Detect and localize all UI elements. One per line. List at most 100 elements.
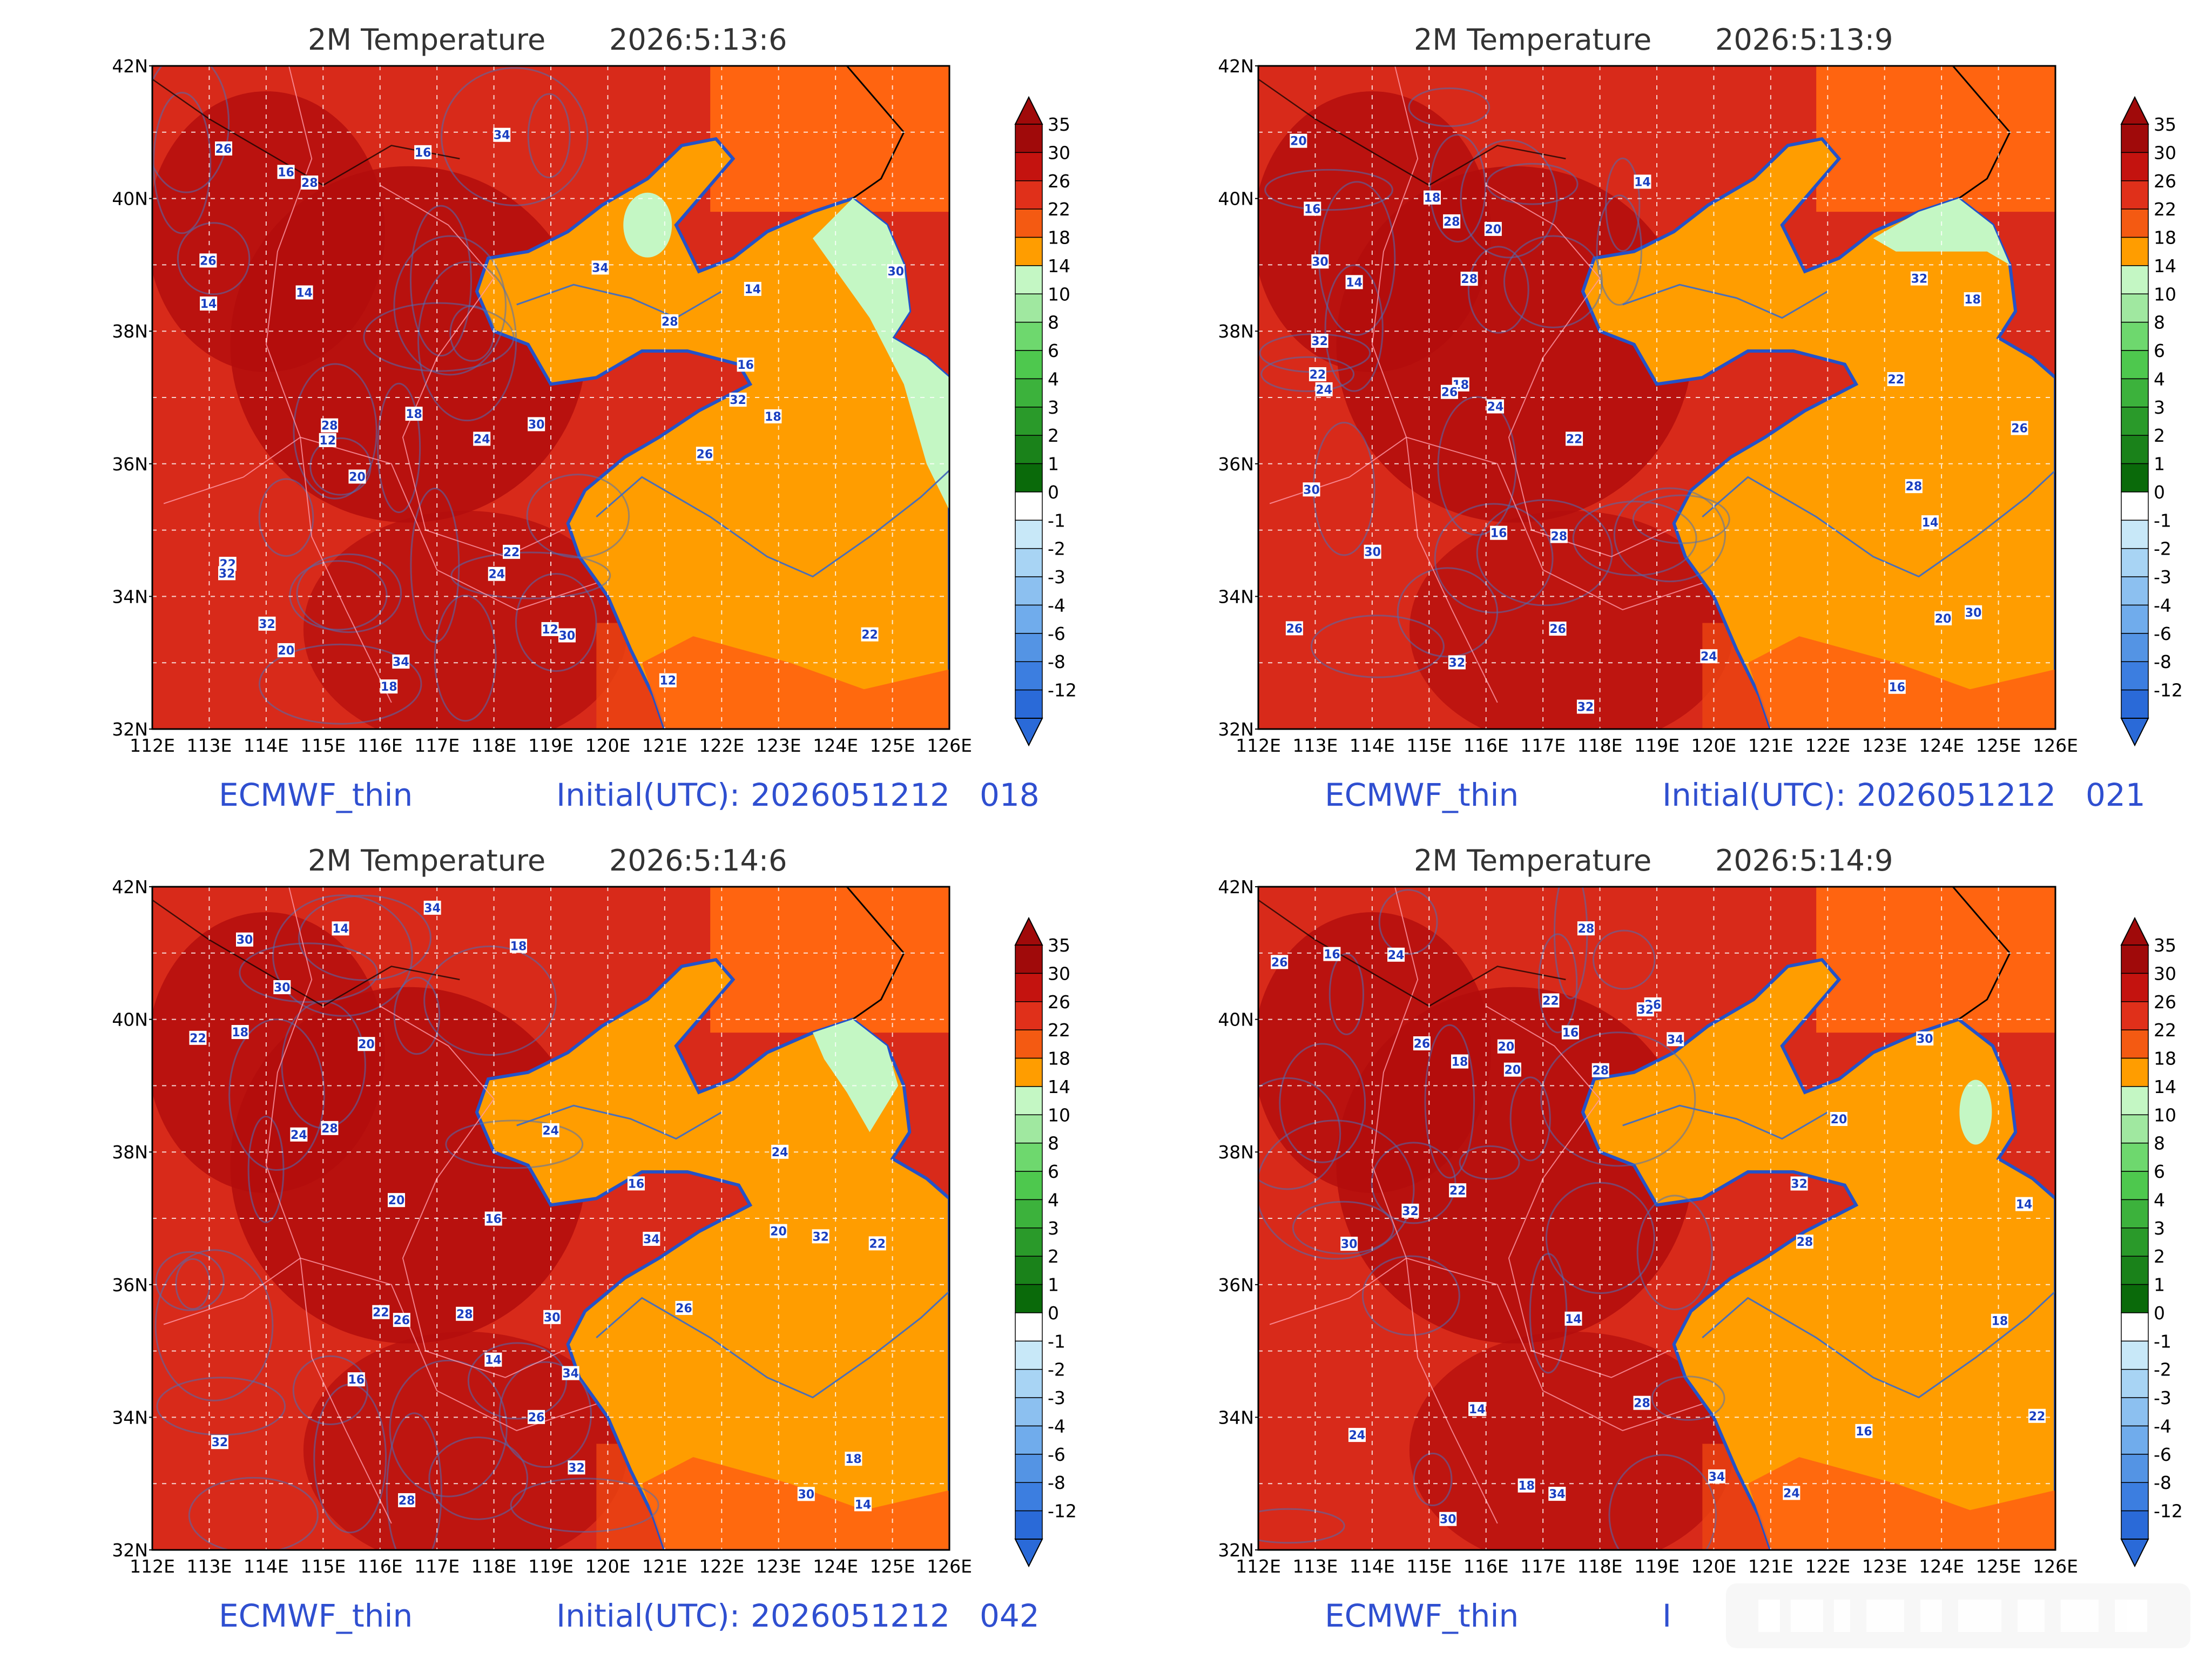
sea-fill: [1581, 957, 2055, 1550]
lon-label: 124E: [813, 1556, 858, 1577]
contour-label-bg: [1591, 1063, 1609, 1077]
contour-label: 16: [1856, 1425, 1872, 1439]
cool-pool: [813, 198, 949, 510]
colorbar-level: 0: [1048, 482, 1059, 503]
colorbar-swatch: [2121, 124, 2149, 153]
contour-label: 18: [1452, 1056, 1468, 1069]
isotherm: [377, 382, 421, 514]
lon-label: 123E: [1862, 1556, 1907, 1577]
contour-label: 14: [332, 922, 349, 936]
isotherm: [450, 551, 611, 599]
isotherm: [445, 1120, 584, 1169]
cool-pool: [813, 1019, 899, 1132]
lon-label: 122E: [699, 1556, 744, 1577]
colorbar-level: -6: [2154, 623, 2171, 644]
contour-label: 28: [1634, 1397, 1650, 1411]
contour-label: 20: [1831, 1113, 1847, 1127]
colorbar-level: 30: [1048, 963, 1070, 984]
heat-core: [303, 1331, 628, 1550]
contour-label-bg: [845, 1452, 862, 1466]
isotherm: [1328, 953, 1364, 1035]
sea-warm-band: [1748, 1457, 2055, 1550]
contour-label-bg: [1323, 947, 1341, 961]
contour-label: 30: [237, 934, 253, 947]
contour-label-bg: [484, 1352, 502, 1367]
contour-label-bg: [868, 1236, 886, 1251]
contour-label-bg: [528, 1410, 545, 1424]
contour-label-bg: [1921, 515, 1939, 530]
contour-label: 30: [274, 981, 291, 995]
province-border: [1258, 78, 1566, 186]
colorbar-level: 26: [1048, 171, 1070, 192]
lon-label: 112E: [1236, 1556, 1281, 1577]
colorbar-level: -8: [2154, 651, 2171, 672]
contour-label-bg: [1451, 1054, 1468, 1069]
contour-label-bg: [1423, 190, 1441, 205]
colorbar-level: 1: [1048, 1274, 1059, 1296]
lat-label: 38N: [112, 1142, 148, 1163]
colorbar-swatch: [2121, 520, 2149, 549]
contour-label: 30: [1917, 1033, 1933, 1046]
contour-label-bg: [1633, 1395, 1651, 1410]
contour-label: 16: [1562, 1027, 1579, 1040]
contour-label-bg: [398, 1493, 416, 1507]
lon-label: 126E: [927, 735, 972, 756]
contour-label: 24: [1388, 949, 1405, 962]
contour-label: 22: [1887, 373, 1904, 387]
contour-label-bg: [358, 1037, 375, 1051]
colorbar-level: -8: [1048, 651, 1065, 672]
contour-label-bg: [189, 1030, 207, 1045]
lat-label: 38N: [1218, 321, 1254, 342]
colorbar-level: 14: [2154, 1076, 2176, 1097]
contour-label-bg: [1905, 479, 1923, 494]
lat-label: 38N: [1218, 1142, 1254, 1163]
colorbar-level: -1: [1048, 1331, 1065, 1352]
northeast-land: [710, 66, 949, 212]
colorbar-level: 4: [1048, 368, 1059, 389]
isotherm: [154, 1249, 274, 1401]
contour-label: 34: [1709, 1471, 1725, 1484]
colorbar-swatch: [2121, 689, 2149, 719]
contour-label-bg: [321, 1121, 339, 1135]
plot-frame: [151, 65, 950, 730]
contour-label: 28: [399, 1494, 415, 1508]
contour-label: 34: [592, 261, 609, 275]
lon-label: 117E: [1520, 1556, 1566, 1577]
map-figure: 2M Temperature 2026:5:14:6302832263424222…: [112, 844, 1077, 1634]
northeast-land: [710, 887, 949, 1033]
colorbar-swatch: [1015, 378, 1043, 408]
contour-label-bg: [1304, 201, 1321, 216]
lon-label: 121E: [1748, 1556, 1793, 1577]
isotherm: [1503, 235, 1603, 328]
colorbar-level: 6: [2154, 1161, 2165, 1182]
isotherm: [434, 595, 497, 722]
contour-label-bg: [1309, 367, 1326, 381]
contour-label: 16: [628, 1177, 645, 1191]
lat-label: 40N: [1218, 1009, 1254, 1030]
contour-label: 14: [1469, 1403, 1486, 1417]
lon-label: 120E: [1691, 735, 1737, 756]
colorbar-swatch: [2121, 491, 2149, 521]
colorbar-swatch: [2121, 1057, 2149, 1087]
contour-label-bg: [1486, 399, 1504, 414]
colorbar-level: -3: [2154, 1387, 2171, 1408]
contour-label-bg: [332, 921, 349, 936]
colorbar-swatch: [1015, 1397, 1043, 1427]
isotherm: [1434, 503, 1554, 613]
isotherm: [1361, 1255, 1460, 1336]
colorbar-swatch: [1015, 1199, 1043, 1229]
isotherm: [293, 363, 377, 500]
lon-label: 120E: [585, 1556, 631, 1577]
cool-pool: [623, 192, 672, 258]
lat-label: 32N: [1218, 719, 1254, 740]
map-figure: 2M Temperature 2026:5:13:6323028342622181…: [112, 23, 1077, 813]
isotherm: [1572, 501, 1697, 576]
colorbar-bottom-arrow: [1014, 718, 1043, 747]
contour-label-bg: [1790, 1176, 1808, 1191]
colorbar-level: -3: [2154, 567, 2171, 588]
contour-label: 16: [348, 1373, 365, 1387]
contour-label: 32: [1637, 1003, 1654, 1017]
colorbar-level: 8: [2154, 1133, 2165, 1154]
lon-label: 122E: [1805, 735, 1850, 756]
